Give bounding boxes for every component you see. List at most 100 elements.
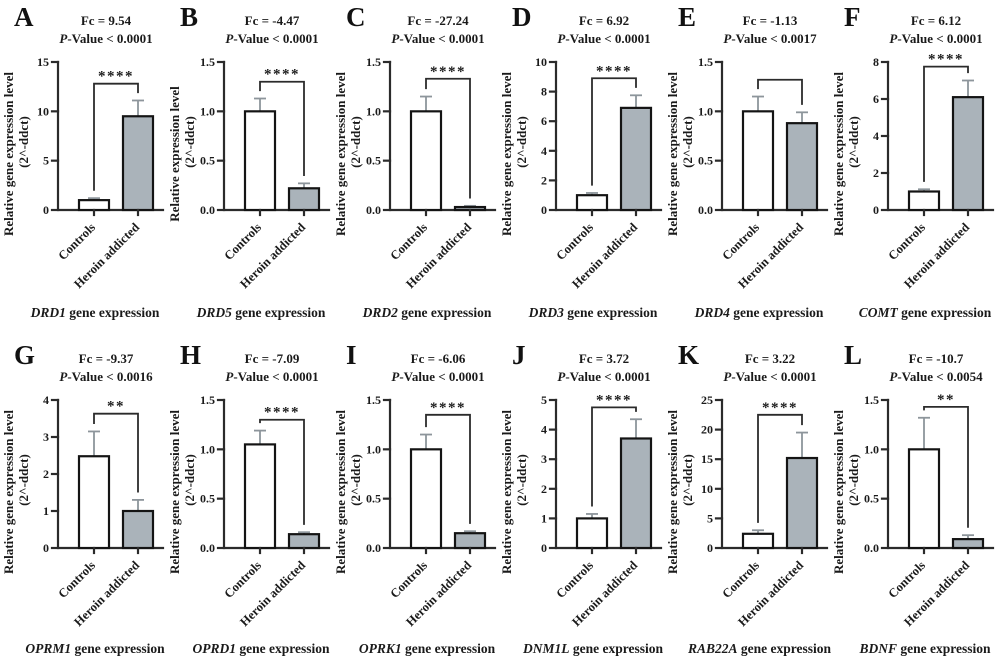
panel-letter: F: [844, 2, 861, 32]
svg-text:2: 2: [873, 166, 879, 180]
svg-text:Controls: Controls: [553, 220, 596, 263]
svg-text:(2^-ddct): (2^-ddct): [846, 454, 861, 506]
panel-j: J Fc = 3.72 P-Value < 0.0001 Relative ge…: [499, 328, 666, 664]
svg-text:**: **: [937, 392, 955, 408]
fold-change-text: Fc = -6.06: [410, 351, 466, 366]
panel-letter: H: [180, 340, 202, 370]
svg-text:(2^-ddct): (2^-ddct): [16, 454, 31, 506]
fold-change-text: Fc = -4.47: [244, 13, 300, 28]
p-value: -Value < 0.0054: [897, 368, 983, 384]
svg-text:1.0: 1.0: [366, 442, 381, 456]
svg-text:3: 3: [541, 452, 547, 466]
svg-text:(2^-ddct): (2^-ddct): [182, 116, 197, 168]
p-value-text: P-Value < 0.0017: [710, 30, 830, 48]
svg-text:1.5: 1.5: [864, 393, 879, 407]
p-value: -Value < 0.0001: [565, 30, 651, 46]
svg-text:0.5: 0.5: [366, 492, 381, 506]
svg-text:Relative gene expression level: Relative gene expression level: [333, 72, 348, 236]
p-value-text: P-Value < 0.0054: [876, 368, 996, 386]
p-value-text: P-Value < 0.0001: [212, 368, 332, 386]
p-value-text: P-Value < 0.0001: [710, 368, 830, 386]
p-symbol: P: [391, 368, 400, 384]
svg-text:****: ****: [430, 64, 466, 80]
svg-text:Relative gene expression level: Relative gene expression level: [665, 410, 680, 574]
svg-text:1.0: 1.0: [366, 104, 381, 118]
caption-suffix: gene expression: [897, 641, 991, 656]
panel-stats: Fc = -7.09 P-Value < 0.0001: [212, 336, 332, 390]
svg-text:(2^-ddct): (2^-ddct): [680, 454, 695, 506]
svg-text:1.5: 1.5: [698, 55, 713, 69]
panel-caption: DRD3 gene expression: [522, 305, 664, 321]
svg-text:1.0: 1.0: [864, 442, 879, 456]
bar-chart: Relative gene expression level (2^-ddct) 0…: [499, 55, 663, 291]
svg-text:Controls: Controls: [719, 220, 762, 263]
svg-text:0.0: 0.0: [698, 203, 713, 217]
svg-text:Relative gene expression level: Relative gene expression level: [333, 410, 348, 574]
svg-text:0.5: 0.5: [366, 154, 381, 168]
panel-stats: Fc = -4.47 P-Value < 0.0001: [212, 0, 332, 52]
svg-text:Relative gene expression level: Relative gene expression level: [499, 72, 514, 236]
panel-caption: DRD5 gene expression: [190, 305, 332, 321]
svg-text:5: 5: [707, 511, 713, 525]
svg-text:1.0: 1.0: [200, 442, 215, 456]
p-value-text: P-Value < 0.0001: [378, 30, 498, 48]
svg-text:(2^-ddct): (2^-ddct): [16, 116, 31, 168]
p-symbol: P: [723, 368, 732, 384]
svg-text:Controls: Controls: [55, 558, 98, 601]
p-value: -Value < 0.0001: [399, 30, 485, 46]
svg-text:(2^-ddct): (2^-ddct): [514, 116, 529, 168]
panel-caption: DRD4 gene expression: [688, 305, 830, 321]
panel-caption: OPRM1 gene expression: [24, 641, 166, 657]
svg-text:10: 10: [701, 482, 713, 496]
caption-suffix: gene expression: [897, 305, 992, 320]
svg-text:2: 2: [43, 467, 49, 481]
panel-letter: J: [512, 340, 526, 370]
svg-text:4: 4: [43, 393, 49, 407]
panel-b: B Fc = -4.47 P-Value < 0.0001 Relative e…: [167, 0, 334, 328]
panel-stats: Fc = 6.92 P-Value < 0.0001: [544, 0, 664, 52]
panel-letter: L: [844, 340, 863, 370]
p-value: -Value < 0.0001: [233, 30, 319, 46]
panel-g: G Fc = -9.37 P-Value < 0.0016 Relative g…: [1, 328, 168, 664]
panel-caption: OPRK1 gene expression: [356, 641, 498, 657]
gene-name: OPRM1: [25, 641, 72, 656]
svg-text:10: 10: [535, 55, 547, 69]
p-symbol: P: [225, 368, 234, 384]
fold-change-text: Fc = -9.37: [78, 351, 134, 366]
svg-text:Relative gene expression level: Relative gene expression level: [665, 72, 680, 236]
fold-change-text: Fc = -10.7: [908, 351, 964, 366]
svg-text:1.5: 1.5: [200, 393, 215, 407]
p-symbol: P: [723, 30, 732, 46]
svg-text:1: 1: [541, 511, 547, 525]
gene-name: DRD1: [30, 305, 66, 320]
svg-text:0.0: 0.0: [366, 541, 381, 555]
caption-suffix: gene expression: [737, 641, 832, 656]
bar-chart: Relative gene expression level (2^-ddct)0…: [167, 393, 331, 629]
p-value-text: P-Value < 0.0001: [212, 30, 332, 48]
gene-name: BDNF: [859, 641, 897, 656]
svg-text:****: ****: [596, 392, 632, 408]
svg-text:4: 4: [873, 129, 879, 143]
p-symbol: P: [59, 30, 68, 46]
p-value-text: P-Value < 0.0001: [544, 30, 664, 48]
svg-text:8: 8: [873, 55, 879, 69]
svg-text:1.5: 1.5: [200, 55, 215, 69]
svg-text:****: ****: [596, 63, 632, 79]
panel-a: A Fc = 9.54 P-Value < 0.0001 Relative ge…: [1, 0, 168, 328]
gene-name: DRD5: [196, 305, 232, 320]
svg-text:Controls: Controls: [387, 220, 430, 263]
panel-letter: E: [678, 2, 697, 32]
p-value: -Value < 0.0001: [565, 368, 651, 384]
svg-text:0: 0: [541, 203, 547, 217]
panel-e: E Fc = -1.13 P-Value < 0.0017 Relative g…: [665, 0, 832, 328]
gene-name: DRD2: [362, 305, 398, 320]
panel-caption: OPRD1 gene expression: [190, 641, 332, 657]
svg-text:2: 2: [541, 482, 547, 496]
svg-text:4: 4: [541, 423, 547, 437]
bar-chart: Relative gene expression level (2^-ddct)0…: [665, 55, 829, 291]
svg-text:0: 0: [707, 541, 713, 555]
svg-text:15: 15: [37, 55, 49, 69]
caption-suffix: gene expression: [236, 641, 330, 656]
p-symbol: P: [557, 368, 566, 384]
